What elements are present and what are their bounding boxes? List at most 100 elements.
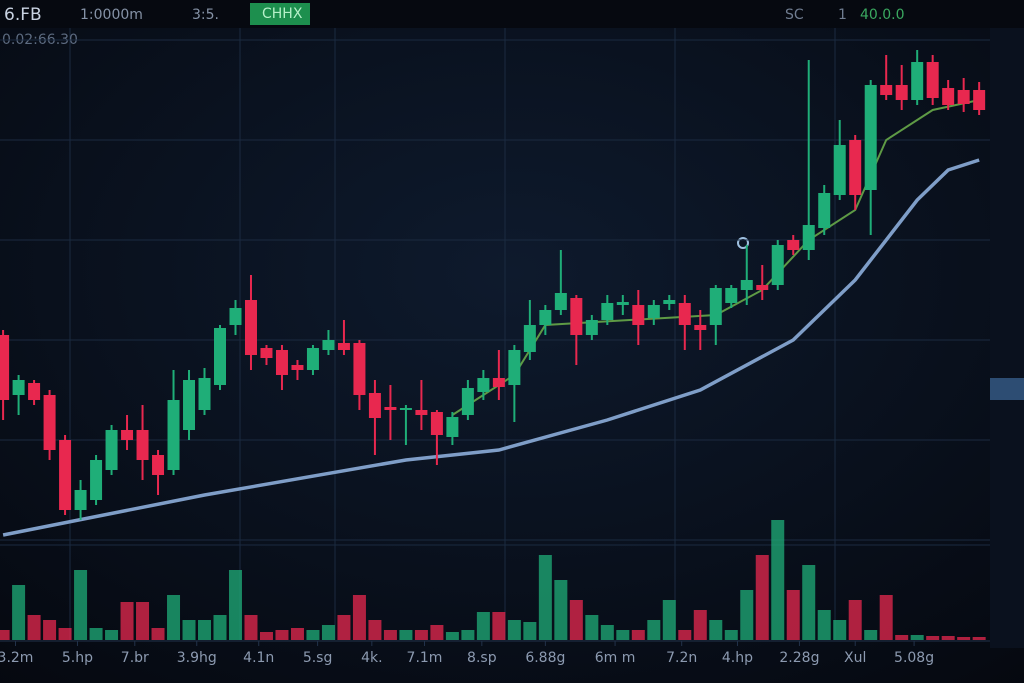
candle-body (399, 408, 412, 410)
candle-body (818, 193, 831, 228)
volume-bar (724, 630, 738, 640)
volume-bar (833, 620, 847, 640)
annotation: CHHX (262, 6, 303, 22)
annotation: 1:0000m (80, 7, 143, 23)
annotation: 3:5. (192, 7, 219, 23)
volume-bar (647, 620, 661, 640)
candle-body (214, 328, 226, 385)
x-tick-label: 4.hp (722, 650, 753, 666)
x-tick-label: 7.1m (407, 650, 443, 666)
candle-body (554, 293, 567, 310)
x-tick-label: 5.hp (62, 650, 93, 666)
candle-body (136, 430, 149, 460)
candle-body (570, 298, 583, 335)
x-tick-label: 7.br (121, 650, 149, 666)
candle-body (849, 140, 862, 195)
volume-bar (43, 620, 57, 640)
candle-body (183, 380, 196, 430)
x-tick-label: 6m m (595, 650, 636, 666)
volume-bar (709, 620, 723, 640)
candle-body (353, 343, 366, 395)
volume-bar (27, 615, 41, 640)
candle-body (167, 400, 180, 470)
candle-body (585, 320, 598, 335)
volume-bar (972, 637, 986, 640)
volume-bar (817, 610, 831, 640)
volume-bar (275, 630, 289, 640)
volume-bar (383, 630, 397, 640)
volume-bar (151, 628, 165, 640)
volume-bar (58, 628, 72, 640)
volume-bar (74, 570, 88, 640)
candle-body (694, 325, 707, 330)
candle-body (306, 348, 319, 370)
x-tick-label: 5.sg (303, 650, 333, 666)
volume-bar (771, 520, 785, 640)
volume-bar (740, 590, 754, 640)
candle-body (725, 288, 738, 303)
volume-bar (678, 630, 692, 640)
volume-bar (167, 595, 181, 640)
candle-body (632, 305, 645, 325)
candle-body (942, 88, 955, 105)
volume-bar (600, 625, 614, 640)
right-axis (990, 28, 1024, 648)
candle-body (275, 350, 288, 375)
volume-bar (755, 555, 769, 640)
annotation: 40.0.0 (860, 7, 905, 23)
candle-body (492, 378, 505, 387)
price-marker (990, 378, 1024, 400)
volume-bar (368, 620, 382, 640)
candle-body (368, 393, 381, 418)
volume-bar (337, 615, 351, 640)
candle-body (477, 378, 490, 392)
candle-body (880, 85, 893, 95)
candle-body (957, 90, 970, 104)
candle-body (12, 380, 25, 395)
volume-bar (461, 630, 475, 640)
candle-body (337, 343, 350, 350)
volume-bar (445, 632, 459, 640)
event-marker (737, 237, 749, 249)
candle-body (523, 325, 536, 352)
volume-bar (244, 615, 258, 640)
candle-body (740, 280, 753, 290)
volume-bar (430, 625, 444, 640)
volume-bar (895, 635, 909, 640)
annotation: 6.FB (4, 5, 42, 25)
candle-body (105, 430, 118, 470)
volume-bar (306, 630, 320, 640)
volume-bar (259, 632, 273, 640)
candle-body (787, 240, 800, 250)
vertical-grid (69, 28, 836, 640)
candle-body (709, 288, 722, 325)
candle-body (647, 305, 660, 318)
volume-bar (492, 612, 506, 640)
candle-body (74, 490, 87, 510)
volume-bar (538, 555, 552, 640)
volume-bar (321, 625, 335, 640)
volume-bar (957, 637, 971, 640)
x-tick-label: 6.88g (525, 650, 565, 666)
volume-bar (926, 636, 940, 640)
candle-body (322, 340, 335, 350)
volume-bar (941, 636, 955, 640)
volume-bar (554, 580, 568, 640)
candle-body (833, 145, 846, 195)
candle-body (90, 460, 103, 500)
candle-body (864, 85, 877, 190)
volume-bar (879, 595, 893, 640)
candle-body (911, 62, 924, 100)
badge (250, 3, 310, 25)
candle-body (771, 245, 784, 285)
candle-body (663, 300, 676, 304)
volume-bar (476, 612, 490, 640)
top-bar (0, 0, 1024, 28)
volume-bar (414, 630, 428, 640)
candle-body (616, 302, 629, 305)
volume-bar (105, 630, 119, 640)
candle-body (244, 300, 257, 355)
volume-bar (585, 615, 599, 640)
candle-body (895, 85, 908, 100)
